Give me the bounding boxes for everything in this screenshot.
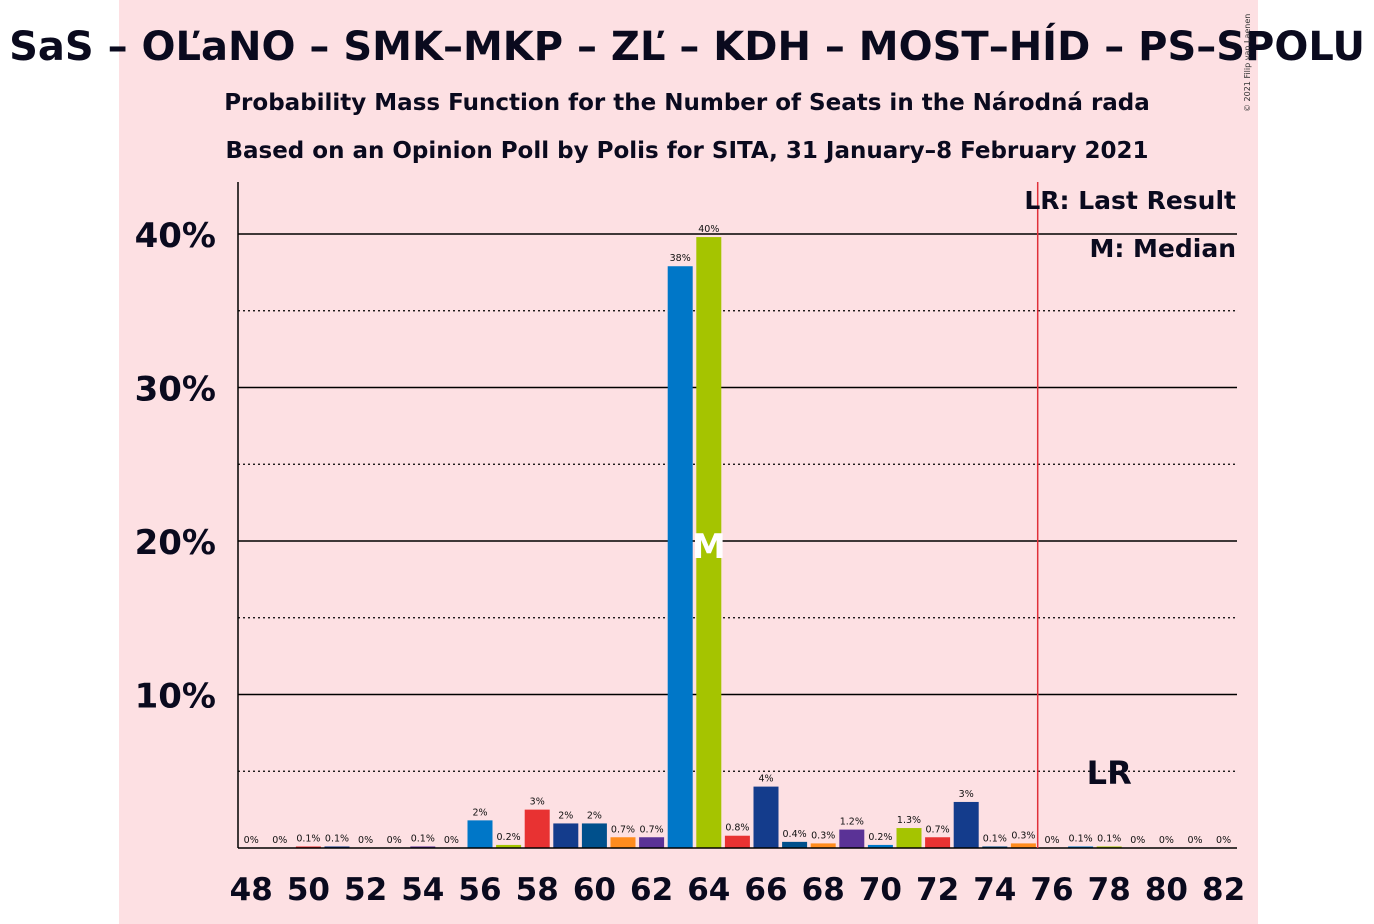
bar-label-seat-72: 0.7% <box>926 824 950 835</box>
bar-label-seat-48: 0% <box>244 835 259 846</box>
y-tick-label: 30% <box>135 370 216 410</box>
bar-label-seat-53: 0% <box>387 835 402 846</box>
bar-label-seat-64: 40% <box>698 224 719 235</box>
chart-title: SaS – OĽaNO – SMK–MKP – ZĽ – KDH – MOST–… <box>9 24 1365 70</box>
bar-value-labels: 0% 0% 0.1% 0.1% 0% 0% 0.1% 0% 2% 0.2% 3% 2% 2% 0.7% 0.… <box>244 224 1231 846</box>
bar-seat-57 <box>496 844 522 848</box>
bar-seat-60 <box>581 823 607 848</box>
bar-label-seat-81: 0% <box>1187 835 1202 846</box>
x-tick-label: 54 <box>401 872 444 908</box>
x-tick-label: 68 <box>802 872 845 908</box>
bar-seat-65 <box>724 835 750 848</box>
x-tick-label: 60 <box>573 872 616 908</box>
bar-label-seat-50: 0.1% <box>296 833 320 844</box>
bar-seat-58 <box>524 809 550 848</box>
y-tick-label: 40% <box>135 216 216 256</box>
bar-seat-50 <box>295 846 321 848</box>
bar-label-seat-75: 0.3% <box>1011 830 1035 841</box>
bar-label-seat-63: 38% <box>670 253 691 264</box>
bar-label-seat-54: 0.1% <box>411 833 435 844</box>
bar-label-seat-82: 0% <box>1216 835 1231 846</box>
bar-seat-59 <box>553 823 579 848</box>
x-tick-label: 72 <box>916 872 959 908</box>
bar-label-seat-69: 1.2% <box>840 817 864 828</box>
bar-label-seat-67: 0.4% <box>783 829 807 840</box>
bar-seat-72 <box>925 837 951 848</box>
bar-seat-70 <box>867 844 893 848</box>
bar-label-seat-65: 0.8% <box>725 823 749 834</box>
x-tick-label: 62 <box>630 872 673 908</box>
x-tick-label: 64 <box>687 872 730 908</box>
bar-seat-77 <box>1068 846 1094 848</box>
x-tick-label: 82 <box>1202 872 1245 908</box>
x-tick-label: 76 <box>1030 872 1073 908</box>
bar-label-seat-59: 2% <box>558 810 573 821</box>
gridlines <box>238 233 1237 772</box>
bar-seat-61 <box>610 837 636 848</box>
x-tick-label: 78 <box>1088 872 1131 908</box>
bar-seat-69 <box>839 829 865 848</box>
x-tick-label: 52 <box>344 872 387 908</box>
bar-seat-67 <box>782 841 808 848</box>
x-tick-label: 70 <box>859 872 902 908</box>
bar-label-seat-74: 0.1% <box>983 833 1007 844</box>
markers: M LR LR: Last Result M: Median <box>692 182 1236 848</box>
bar-label-seat-77: 0.1% <box>1069 833 1093 844</box>
legend-last-result: LR: Last Result <box>1024 186 1236 215</box>
bar-seat-71 <box>896 828 922 848</box>
bar-label-seat-66: 4% <box>758 774 773 785</box>
y-tick-label: 20% <box>135 523 216 563</box>
bar-label-seat-49: 0% <box>272 835 287 846</box>
bar-label-seat-61: 0.7% <box>611 824 635 835</box>
bar-seat-66 <box>753 786 779 848</box>
bar-seat-63 <box>667 266 693 848</box>
chart-subtitle-2: Based on an Opinion Poll by Polis for SI… <box>225 138 1149 164</box>
median-marker: M <box>692 527 726 567</box>
bar-label-seat-60: 2% <box>587 810 602 821</box>
legend-median: M: Median <box>1089 234 1236 263</box>
bar-seat-54 <box>410 846 436 848</box>
bar-seat-73 <box>953 801 979 848</box>
x-tick-label: 66 <box>744 872 787 908</box>
bar-label-seat-71: 1.3% <box>897 815 921 826</box>
bar-label-seat-57: 0.2% <box>497 832 521 843</box>
x-tick-label: 74 <box>973 872 1016 908</box>
bar-label-seat-55: 0% <box>444 835 459 846</box>
x-tick-label: 58 <box>516 872 559 908</box>
last-result-marker: LR <box>1087 754 1132 792</box>
x-tick-label: 50 <box>287 872 330 908</box>
bar-label-seat-56: 2% <box>472 807 487 818</box>
bar-label-seat-70: 0.2% <box>868 832 892 843</box>
bar-seat-56 <box>467 820 493 848</box>
bar-seat-64 <box>696 237 722 848</box>
bar-label-seat-73: 3% <box>959 789 974 800</box>
x-tick-label: 48 <box>230 872 273 908</box>
y-tick-label: 10% <box>135 677 216 717</box>
bar-seat-68 <box>810 843 836 848</box>
x-tick-label: 56 <box>458 872 501 908</box>
bar-seat-74 <box>982 846 1008 848</box>
bar-label-seat-68: 0.3% <box>811 830 835 841</box>
bar-label-seat-58: 3% <box>530 797 545 808</box>
bar-seat-62 <box>639 837 665 848</box>
bars <box>295 237 1122 848</box>
bar-label-seat-79: 0% <box>1130 835 1145 846</box>
bar-label-seat-80: 0% <box>1159 835 1174 846</box>
bar-seat-78 <box>1096 846 1122 848</box>
bar-label-seat-51: 0.1% <box>325 833 349 844</box>
x-tick-label: 80 <box>1145 872 1188 908</box>
bar-seat-51 <box>324 846 350 848</box>
chart-subtitle-1: Probability Mass Function for the Number… <box>224 90 1150 116</box>
bar-label-seat-78: 0.1% <box>1097 833 1121 844</box>
bar-seat-75 <box>1010 843 1036 848</box>
bar-label-seat-76: 0% <box>1044 835 1059 846</box>
bar-label-seat-52: 0% <box>358 835 373 846</box>
bar-label-seat-62: 0.7% <box>640 824 664 835</box>
axes: 10% 20% 30% 40% 48 50 52 54 56 58 60 62 64 66 68 70 72 74… <box>135 182 1245 908</box>
